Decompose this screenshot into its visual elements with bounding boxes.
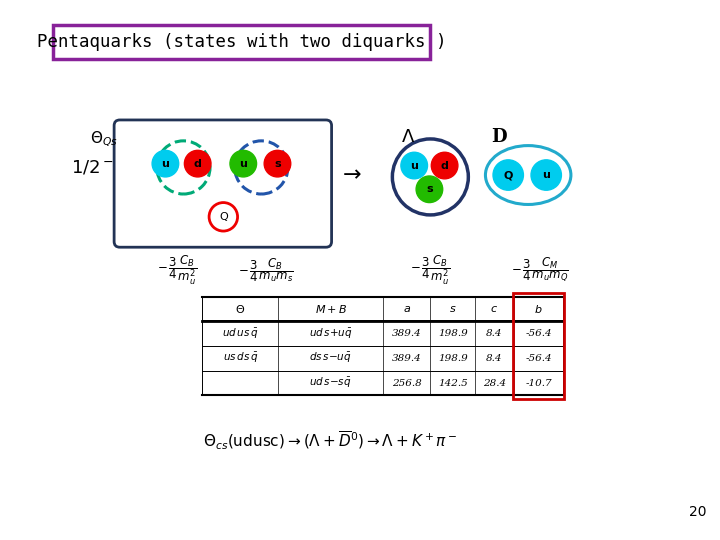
Text: u: u [239, 159, 247, 168]
Text: -56.4: -56.4 [526, 354, 552, 363]
Text: Q: Q [219, 212, 228, 222]
Text: $-\,\dfrac{3}{4}\dfrac{C_B}{m_u^2}$: $-\,\dfrac{3}{4}\dfrac{C_B}{m_u^2}$ [410, 253, 451, 287]
FancyBboxPatch shape [53, 25, 431, 59]
FancyBboxPatch shape [114, 120, 332, 247]
Text: Q: Q [503, 170, 513, 180]
Text: 20: 20 [690, 505, 707, 519]
Text: $ud\,s{+}u\bar{q}$: $ud\,s{+}u\bar{q}$ [309, 327, 353, 341]
Text: $us\,ds\,\bar{q}$: $us\,ds\,\bar{q}$ [222, 351, 258, 366]
Text: $-\,\dfrac{3}{4}\dfrac{C_B}{m_u m_s}$: $-\,\dfrac{3}{4}\dfrac{C_B}{m_u m_s}$ [238, 256, 294, 284]
Circle shape [416, 176, 443, 202]
Text: $1/2^-$: $1/2^-$ [71, 158, 114, 177]
Text: s: s [426, 184, 433, 194]
Circle shape [431, 152, 458, 179]
Text: $-\,\dfrac{3}{4}\dfrac{C_B}{m_u^2}$: $-\,\dfrac{3}{4}\dfrac{C_B}{m_u^2}$ [157, 253, 197, 287]
Text: D: D [491, 128, 507, 146]
Text: d: d [441, 160, 449, 171]
Circle shape [184, 150, 211, 177]
Circle shape [152, 150, 179, 177]
Text: $ud\,s{-}s\bar{q}$: $ud\,s{-}s\bar{q}$ [310, 376, 352, 390]
Text: $b$: $b$ [534, 303, 543, 315]
Text: s: s [274, 159, 281, 168]
Text: 142.5: 142.5 [438, 379, 467, 388]
Text: $\Lambda$: $\Lambda$ [402, 128, 415, 146]
Text: $M+B$: $M+B$ [315, 303, 347, 315]
Text: Pentaquarks (states with two diquarks ): Pentaquarks (states with two diquarks ) [37, 33, 446, 51]
Circle shape [493, 160, 523, 190]
Text: $s$: $s$ [449, 304, 456, 314]
Text: $\Theta_{Qs}$: $\Theta_{Qs}$ [91, 129, 118, 149]
Text: $ud\,us\,\bar{q}$: $ud\,us\,\bar{q}$ [222, 327, 258, 341]
Text: 198.9: 198.9 [438, 354, 467, 363]
Text: -10.7: -10.7 [526, 379, 552, 388]
Text: $-\,\dfrac{3}{4}\dfrac{C_M}{m_u m_Q}$: $-\,\dfrac{3}{4}\dfrac{C_M}{m_u m_Q}$ [510, 256, 569, 284]
Circle shape [401, 152, 428, 179]
Text: $\Theta_{cs}(\mathrm{udusc})\rightarrow(\Lambda+\overline{D}{}^{0})\rightarrow\L: $\Theta_{cs}(\mathrm{udusc})\rightarrow(… [203, 430, 458, 452]
Text: u: u [410, 160, 418, 171]
Circle shape [531, 160, 562, 190]
Text: 389.4: 389.4 [392, 354, 421, 363]
Text: -56.4: -56.4 [526, 329, 552, 338]
Text: u: u [542, 170, 550, 180]
Text: d: d [194, 159, 202, 168]
Text: 198.9: 198.9 [438, 329, 467, 338]
Text: 256.8: 256.8 [392, 379, 421, 388]
Text: 8.4: 8.4 [486, 354, 503, 363]
Text: $c$: $c$ [490, 304, 498, 314]
Text: $a$: $a$ [402, 304, 410, 314]
Text: 28.4: 28.4 [483, 379, 506, 388]
Text: $\Theta$: $\Theta$ [235, 303, 246, 315]
Circle shape [230, 150, 256, 177]
Text: u: u [161, 159, 169, 168]
Text: 389.4: 389.4 [392, 329, 421, 338]
Text: $ds\,s{-}u\bar{q}$: $ds\,s{-}u\bar{q}$ [310, 351, 352, 366]
Text: $\rightarrow$: $\rightarrow$ [338, 163, 361, 183]
Text: 8.4: 8.4 [486, 329, 503, 338]
Circle shape [264, 150, 291, 177]
